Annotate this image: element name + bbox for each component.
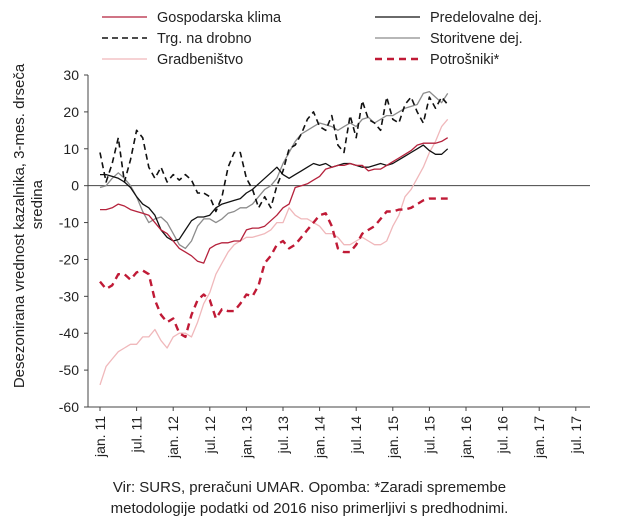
x-tick-label: jan. 14 bbox=[312, 416, 328, 459]
x-tick-label: jul. 14 bbox=[348, 416, 364, 455]
x-tick-label: jul. 12 bbox=[202, 416, 218, 455]
legend-label: Trg. na drobno bbox=[157, 31, 252, 47]
y-tick-label: -30 bbox=[59, 288, 79, 304]
x-tick-label: jan. 16 bbox=[458, 416, 474, 459]
legend-label: Potrošniki* bbox=[430, 52, 500, 68]
series-line-4 bbox=[100, 144, 449, 242]
series-line-2 bbox=[99, 96, 449, 213]
x-tick-label: jul. 15 bbox=[421, 416, 437, 455]
x-tick-label: jul. 13 bbox=[275, 416, 291, 455]
y-tick-label: -40 bbox=[59, 325, 79, 341]
line-chart: Gospodarska klima Trg. na drobno Gradbeniš… bbox=[11, 10, 590, 459]
x-tick-label: jul. 11 bbox=[129, 416, 145, 454]
x-tick-label: jul. 17 bbox=[568, 416, 584, 455]
x-tick-label: jan. 15 bbox=[385, 416, 401, 459]
y-tick-label: 10 bbox=[63, 141, 79, 157]
source-note-line1: Vir: SURS, preračuni UMAR. Opomba: *Zara… bbox=[112, 479, 507, 496]
series-layer bbox=[99, 90, 449, 386]
series-line-5 bbox=[99, 90, 449, 250]
x-tick-label: jan. 13 bbox=[238, 416, 254, 459]
x-tick-label: jan. 12 bbox=[165, 416, 181, 459]
x-tick-label: jul. 16 bbox=[495, 416, 511, 455]
source-note-line2: metodologije podatki od 2016 niso primer… bbox=[110, 500, 509, 517]
x-tick-label: jan. 11 bbox=[92, 416, 108, 458]
series-line-6 bbox=[99, 197, 448, 339]
legend: Gospodarska klima Trg. na drobno Gradbeniš… bbox=[102, 10, 542, 68]
legend-label: Storitvene dej. bbox=[430, 31, 523, 47]
y-axis-label-line2: sredina bbox=[29, 179, 46, 229]
series-line-1 bbox=[100, 137, 449, 264]
y-tick-label: 20 bbox=[63, 104, 79, 120]
x-tick-label: jan. 17 bbox=[531, 416, 547, 459]
y-tick-label: 0 bbox=[71, 178, 79, 194]
series-line-3 bbox=[99, 118, 449, 386]
y-tick-label: -10 bbox=[59, 215, 79, 231]
y-tick-label: 30 bbox=[63, 67, 79, 83]
axes: 30 20 10 0 -10 -20 -30 -40 -50 -60 jan. 11 jul. 11 j… bbox=[59, 67, 590, 459]
y-tick-label: -60 bbox=[59, 399, 79, 415]
y-tick-label: -50 bbox=[59, 362, 79, 378]
legend-label: Predelovalne dej. bbox=[430, 10, 542, 26]
y-tick-label: -20 bbox=[59, 251, 79, 267]
legend-label: Gospodarska klima bbox=[157, 10, 282, 26]
y-axis-label-line1: Desezonirana vrednost kazalnika, 3-mes. … bbox=[11, 63, 28, 388]
legend-label: Gradbeništvo bbox=[157, 52, 243, 68]
